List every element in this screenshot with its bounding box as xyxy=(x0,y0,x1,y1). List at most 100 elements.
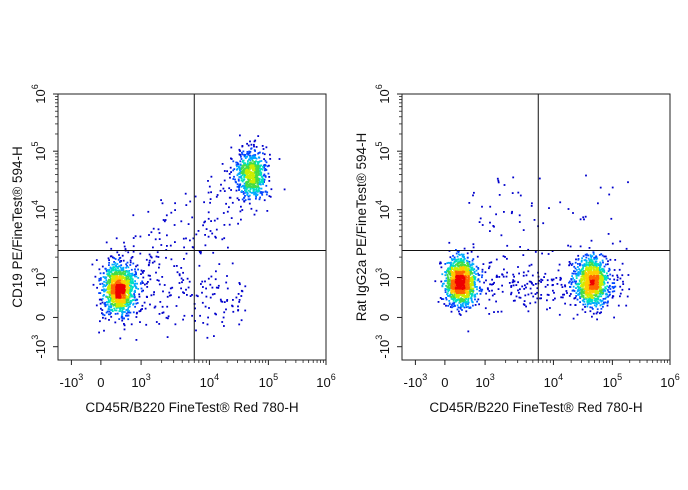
event-point xyxy=(542,222,545,225)
event-point xyxy=(480,288,482,291)
event-point xyxy=(460,303,462,306)
event-point xyxy=(536,297,539,300)
event-point xyxy=(464,267,467,270)
event-point xyxy=(591,260,594,262)
event-point xyxy=(577,266,579,268)
event-point xyxy=(518,291,520,294)
event-point xyxy=(244,169,247,172)
event-point xyxy=(462,289,465,292)
event-point xyxy=(121,306,124,309)
event-point xyxy=(121,254,124,257)
event-point xyxy=(244,285,247,288)
event-point xyxy=(263,165,265,167)
event-point xyxy=(155,271,157,274)
event-point xyxy=(243,171,246,174)
event-point xyxy=(251,168,254,170)
event-point xyxy=(92,283,95,286)
event-point xyxy=(116,272,118,274)
event-point xyxy=(469,286,472,289)
y-tick-label: 106 xyxy=(30,84,48,103)
event-point xyxy=(110,315,113,318)
event-point xyxy=(573,265,576,268)
event-point xyxy=(456,255,459,258)
event-point xyxy=(126,261,129,264)
event-point xyxy=(461,290,464,293)
event-point xyxy=(250,183,252,185)
event-point xyxy=(472,284,474,287)
event-point xyxy=(118,275,121,277)
event-point xyxy=(588,287,591,290)
event-point xyxy=(588,263,591,266)
event-point xyxy=(451,259,454,261)
event-point xyxy=(130,295,133,298)
event-point xyxy=(608,285,611,288)
event-point xyxy=(584,275,587,277)
event-point xyxy=(137,268,139,271)
event-point xyxy=(578,293,581,296)
event-point xyxy=(489,230,491,232)
event-point xyxy=(232,169,235,172)
event-point xyxy=(128,301,131,304)
event-point xyxy=(245,190,247,192)
event-point xyxy=(200,251,202,253)
event-point xyxy=(459,283,462,286)
event-point xyxy=(254,150,256,152)
event-point xyxy=(603,282,606,285)
event-point xyxy=(586,285,589,288)
event-point xyxy=(534,251,537,253)
event-point xyxy=(120,297,123,299)
event-point xyxy=(591,277,594,280)
event-point xyxy=(115,264,117,267)
event-point xyxy=(127,285,129,288)
event-point xyxy=(531,202,533,205)
event-point xyxy=(589,275,592,278)
event-point xyxy=(603,278,606,280)
event-point xyxy=(465,281,468,284)
event-point xyxy=(215,313,217,316)
event-point xyxy=(222,316,225,319)
event-point xyxy=(584,215,587,218)
event-point xyxy=(261,168,264,171)
event-point xyxy=(125,312,128,315)
event-point xyxy=(257,162,260,165)
event-point xyxy=(113,272,116,274)
event-point xyxy=(237,305,239,308)
event-point xyxy=(209,283,212,286)
event-point xyxy=(250,161,252,164)
event-point xyxy=(114,313,117,315)
event-point xyxy=(619,295,621,298)
x-tick-label: 103 xyxy=(475,372,494,390)
event-point xyxy=(166,245,168,247)
event-point xyxy=(572,285,575,288)
event-point xyxy=(469,264,472,267)
event-point xyxy=(457,279,459,282)
event-point xyxy=(457,294,460,297)
event-point xyxy=(601,288,604,291)
event-point xyxy=(458,278,460,281)
event-point xyxy=(576,290,579,293)
event-point xyxy=(469,285,472,287)
x-tick-label: -103 xyxy=(59,372,83,390)
event-point xyxy=(219,298,222,301)
event-point xyxy=(128,284,131,286)
event-point xyxy=(261,193,264,196)
event-point xyxy=(470,268,473,271)
event-point xyxy=(581,308,584,311)
event-point xyxy=(125,276,127,279)
event-point xyxy=(609,288,612,290)
x-tick-label: 104 xyxy=(544,372,563,390)
event-point xyxy=(603,269,606,272)
event-point xyxy=(259,151,261,154)
event-point xyxy=(220,183,222,186)
event-point xyxy=(493,281,495,284)
event-point xyxy=(451,304,453,306)
event-point xyxy=(108,296,111,299)
event-point xyxy=(451,274,453,276)
event-point xyxy=(238,176,241,178)
event-point xyxy=(255,209,258,212)
event-point xyxy=(580,290,583,293)
event-point xyxy=(597,274,599,277)
event-point xyxy=(447,268,449,270)
event-point xyxy=(605,292,608,295)
event-point xyxy=(240,172,243,174)
